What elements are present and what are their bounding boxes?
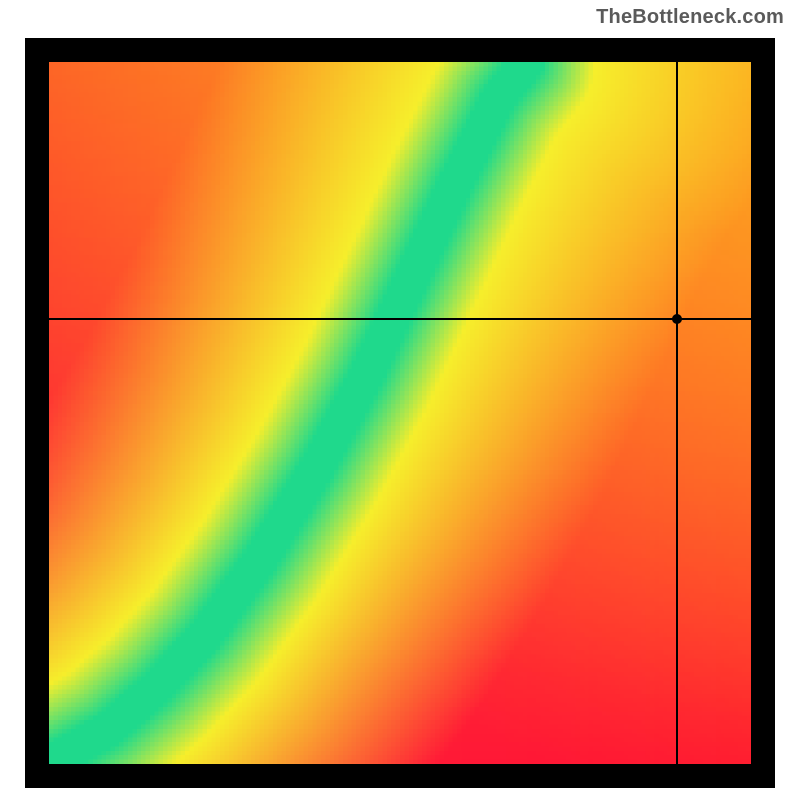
root-container: { "attribution": "TheBottleneck.com", "c… — [0, 0, 800, 800]
heatmap-plot — [49, 62, 751, 764]
crosshair-horizontal — [49, 318, 751, 320]
attribution-text: TheBottleneck.com — [596, 6, 784, 29]
crosshair-marker — [672, 314, 682, 324]
heatmap-canvas — [49, 62, 751, 764]
crosshair-vertical — [676, 62, 678, 764]
